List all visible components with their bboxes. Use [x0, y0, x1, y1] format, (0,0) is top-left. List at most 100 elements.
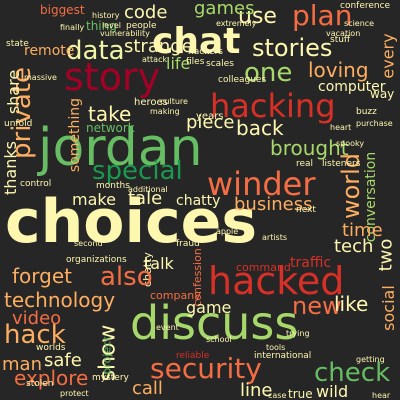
- word-extremely: extremely: [216, 19, 257, 28]
- word-international: international: [254, 351, 312, 361]
- word-state: state: [6, 39, 29, 49]
- word-artists: artists: [262, 233, 288, 242]
- word-hack: hack: [4, 320, 66, 350]
- word-explore: explore: [14, 366, 89, 390]
- word-spooky: spooky: [336, 139, 365, 148]
- word-jordan: jordan: [38, 118, 203, 178]
- word-man: man: [2, 354, 42, 375]
- word-biggest: biggest: [40, 3, 85, 17]
- word-history: history: [92, 11, 120, 20]
- word-command: command: [236, 261, 291, 274]
- word-call: call: [132, 378, 163, 399]
- word-vulnerability: vulnerability: [100, 29, 150, 38]
- word-mystery: mystery: [92, 373, 129, 383]
- word-purchase: purchase: [356, 119, 393, 128]
- word-take: take: [88, 102, 132, 126]
- word-code: code: [124, 2, 168, 23]
- word-share: share: [4, 69, 24, 115]
- word-reliable: reliable: [176, 351, 210, 361]
- word-wild: wild: [316, 382, 349, 400]
- word-talk: talk: [144, 254, 174, 273]
- word-colleagues: colleagues: [218, 75, 267, 85]
- word-winder: winder: [207, 165, 316, 203]
- word-true: true: [288, 387, 313, 400]
- word-hacking: hacking: [210, 87, 336, 125]
- word-tech: tech: [334, 236, 374, 257]
- word-event: event: [156, 323, 179, 332]
- word-people: people: [126, 21, 157, 31]
- word-data: data: [66, 36, 125, 66]
- word-business: business: [234, 194, 313, 215]
- word-vacation: vacation: [326, 29, 361, 38]
- word-chatty: chatty: [176, 193, 221, 209]
- word-tale: tale: [128, 188, 163, 209]
- word-listeners: listeners: [322, 159, 361, 169]
- word-worlds: worlds: [36, 343, 66, 353]
- word-make: make: [72, 190, 116, 209]
- word-heroes: heroes: [134, 97, 168, 108]
- word-two: two: [375, 238, 397, 272]
- word-every: every: [378, 33, 398, 79]
- word-months: months: [96, 181, 130, 191]
- word-life: life: [166, 54, 191, 73]
- word-unfold: unfold: [4, 119, 33, 129]
- word-stolen: stolen: [26, 379, 54, 389]
- word-stuff: stuff: [330, 35, 351, 45]
- word-fraud: fraud: [176, 239, 200, 249]
- word-buzz: buzz: [356, 107, 377, 117]
- word-real: real: [296, 159, 314, 169]
- word-making: making: [150, 107, 180, 116]
- word-way: way: [370, 87, 395, 101]
- word-traffic: traffic: [290, 255, 332, 271]
- word-safe: safe: [44, 350, 82, 371]
- word-attack: attack: [142, 55, 168, 64]
- word-technology: technology: [4, 288, 116, 312]
- word-case: case: [268, 391, 287, 400]
- word-plan: plan: [292, 0, 353, 32]
- word-level: level: [102, 21, 122, 30]
- word-conference: conference: [340, 1, 391, 11]
- word-check: check: [314, 358, 391, 388]
- word-hear: hear: [372, 391, 391, 400]
- word-culture: culture: [160, 97, 188, 106]
- word-apple: apple: [216, 227, 239, 236]
- word-social: social: [378, 285, 398, 331]
- word-line: line: [240, 380, 273, 400]
- word-finally: finally: [60, 23, 85, 32]
- word-heart: heart: [330, 123, 352, 132]
- word-also: also: [100, 262, 153, 292]
- word-video: video: [12, 308, 62, 329]
- word-stories: stories: [252, 34, 333, 62]
- word-company: company: [150, 289, 201, 302]
- word-years: years: [196, 111, 224, 122]
- word-loving: loving: [308, 58, 369, 82]
- word-forget: forget: [12, 264, 72, 288]
- word-hacked: hacked: [208, 259, 345, 303]
- word-chat: chat: [152, 21, 241, 62]
- word-discuss: discuss: [130, 296, 299, 350]
- word-use: use: [238, 4, 277, 29]
- word-new: new: [292, 292, 342, 320]
- word-hackers: hackers: [188, 47, 223, 57]
- word-massive: massive: [24, 73, 57, 82]
- word-thing: thing: [86, 19, 117, 33]
- word-special: special: [92, 156, 183, 186]
- word-choices: choices: [5, 187, 258, 257]
- word-back: back: [236, 116, 284, 140]
- word-something: something: [67, 97, 84, 173]
- word-network: network: [86, 121, 135, 135]
- word-computer: computer: [318, 79, 386, 95]
- word-tools: tools: [266, 343, 286, 352]
- word-science: science: [344, 19, 375, 28]
- word-story: story: [64, 55, 161, 99]
- word-scales: scales: [206, 59, 234, 69]
- word-games: games: [194, 0, 255, 19]
- word-time: time: [342, 220, 383, 241]
- word-protect: protect: [60, 389, 89, 398]
- word-second: second: [74, 239, 103, 248]
- word-trying: trying: [286, 329, 310, 338]
- word-strange: strange: [124, 36, 193, 57]
- word-thanks: thanks: [0, 141, 20, 195]
- word-brought: brought: [270, 136, 349, 160]
